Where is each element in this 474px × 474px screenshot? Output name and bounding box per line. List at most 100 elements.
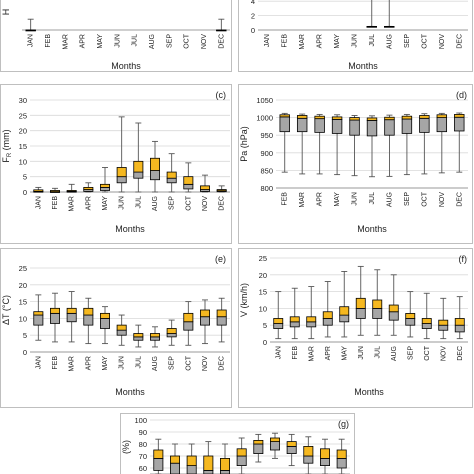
x-tick-label: JAN bbox=[28, 34, 35, 47]
lower-box bbox=[170, 462, 180, 474]
x-tick-label: MAY bbox=[102, 356, 109, 371]
lower-box bbox=[270, 441, 280, 451]
lower-box bbox=[336, 457, 347, 469]
y-tick-label: 20 bbox=[19, 127, 27, 136]
box-may bbox=[100, 167, 110, 193]
lower-box bbox=[279, 116, 290, 133]
x-tick-label: FEB bbox=[52, 196, 59, 210]
upper-box bbox=[322, 311, 333, 319]
box-nov bbox=[200, 299, 210, 345]
box-oct bbox=[183, 162, 194, 193]
lower-box bbox=[436, 117, 448, 133]
panel-frame bbox=[0, 0, 232, 72]
upper-box bbox=[186, 455, 197, 467]
y-tick-label: 20 bbox=[19, 281, 27, 290]
x-tick-label: DEC bbox=[219, 356, 226, 371]
x-tick-label: JUN bbox=[351, 34, 358, 48]
y-axis-label: ΔT (°C) bbox=[1, 295, 11, 325]
x-tick-label: MAY bbox=[334, 34, 341, 49]
x-tick-label: JUL bbox=[135, 356, 142, 369]
x-tick-label: SEP bbox=[169, 356, 176, 370]
y-tick-label: 800 bbox=[260, 184, 273, 193]
x-tick-label: FEB bbox=[52, 356, 59, 370]
lower-box bbox=[405, 318, 416, 326]
upper-box bbox=[236, 448, 247, 457]
x-axis-label: Months bbox=[111, 61, 141, 71]
x-tick-label: AUG bbox=[391, 346, 398, 361]
y-tick-label: 10 bbox=[19, 157, 27, 166]
lower-box bbox=[186, 465, 197, 474]
lower-box bbox=[116, 329, 127, 336]
box-oct bbox=[183, 301, 194, 346]
box-feb bbox=[289, 287, 300, 340]
box-mar bbox=[296, 113, 308, 175]
x-tick-label: NOV bbox=[439, 34, 446, 50]
lower-box bbox=[200, 316, 210, 326]
box-mar bbox=[66, 291, 77, 343]
x-tick-label: MAY bbox=[102, 196, 109, 211]
panel-frame bbox=[238, 0, 473, 72]
box-may bbox=[339, 270, 350, 338]
upper-box bbox=[421, 318, 432, 324]
box-sep bbox=[405, 291, 416, 338]
upper-box bbox=[25, 29, 36, 32]
upper-box bbox=[388, 304, 399, 313]
y-tick-label: 5 bbox=[263, 321, 267, 330]
panel-label: (d) bbox=[456, 90, 467, 100]
x-tick-label: SEP bbox=[404, 192, 411, 206]
box-jun bbox=[349, 115, 360, 177]
x-tick-label: JAN bbox=[35, 196, 42, 209]
lower-box bbox=[303, 455, 314, 464]
x-tick-label: SEP bbox=[407, 346, 414, 360]
x-tick-label: OCT bbox=[184, 33, 191, 49]
lower-box bbox=[166, 177, 177, 184]
box-may bbox=[331, 114, 343, 176]
upper-box bbox=[384, 25, 395, 28]
lower-box bbox=[306, 321, 317, 328]
upper-box bbox=[216, 29, 227, 32]
y-tick-label: 0 bbox=[23, 348, 27, 357]
box-jun bbox=[355, 265, 366, 336]
box-mar bbox=[66, 183, 77, 193]
x-tick-label: FEB bbox=[281, 34, 288, 48]
box-may bbox=[220, 443, 230, 474]
lower-box bbox=[183, 321, 194, 331]
box-apr bbox=[83, 297, 94, 345]
lower-box bbox=[289, 321, 300, 328]
box-jan bbox=[273, 291, 284, 340]
upper-box bbox=[336, 449, 347, 459]
upper-box bbox=[279, 114, 290, 118]
x-tick-label: DEC bbox=[219, 196, 226, 211]
panel-e: 0 5 10 15 20 25 JAN FEB MAR APR MAY JUN JUL AUG SEP OCT… bbox=[0, 248, 232, 408]
x-tick-label: JUN bbox=[358, 346, 365, 360]
upper-box bbox=[166, 171, 177, 179]
box-nov bbox=[200, 174, 210, 193]
upper-box bbox=[83, 186, 94, 190]
x-tick-label: OCT bbox=[421, 33, 428, 49]
lower-box bbox=[320, 457, 330, 466]
x-tick-label: JUN bbox=[119, 356, 126, 370]
lower-box bbox=[331, 118, 343, 134]
upper-box bbox=[116, 324, 127, 331]
lower-box bbox=[100, 186, 110, 191]
upper-box bbox=[133, 160, 144, 173]
x-tick-label: MAY bbox=[341, 346, 348, 361]
x-tick-label: SEP bbox=[404, 34, 411, 48]
x-tick-label: SEP bbox=[169, 196, 176, 210]
x-axis-label: Months bbox=[354, 387, 384, 397]
x-tick-label: APR bbox=[325, 346, 332, 360]
box-oct bbox=[421, 292, 432, 340]
box-jun bbox=[236, 437, 247, 474]
y-tick-label: 1000 bbox=[256, 114, 273, 123]
upper-box bbox=[183, 176, 194, 185]
x-tick-label: SEP bbox=[166, 34, 173, 48]
x-tick-label: MAY bbox=[334, 192, 341, 207]
y-tick-label: 1050 bbox=[256, 96, 273, 105]
lower-box bbox=[153, 457, 164, 471]
lower-box bbox=[349, 119, 360, 136]
box-apr bbox=[203, 441, 214, 474]
y-axis-label: (%) bbox=[121, 440, 131, 454]
x-tick-label: APR bbox=[316, 34, 323, 48]
x-axis-label: Months bbox=[115, 387, 145, 397]
